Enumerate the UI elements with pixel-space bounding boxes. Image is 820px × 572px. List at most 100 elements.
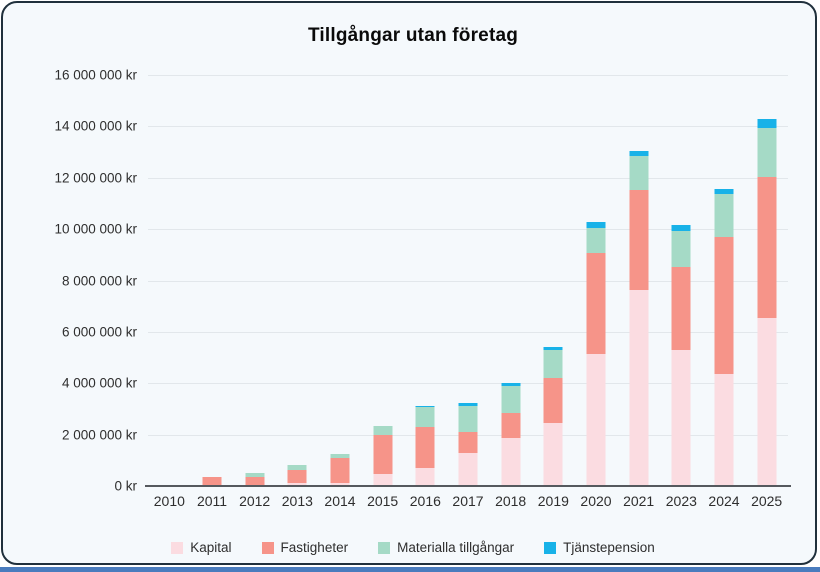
stacked-bar-2019[interactable] [543, 347, 563, 486]
bar-segment-materialla-tillg-ngar-2012[interactable] [245, 472, 265, 477]
bar-segment-kapital-2024[interactable] [714, 374, 734, 486]
bar-segment-kapital-2025[interactable] [757, 318, 777, 486]
y-tick-label: 8 000 000 kr [61, 273, 137, 288]
stacked-bar-2025[interactable] [757, 118, 777, 486]
legend-item-tj-nstepension[interactable]: Tjänstepension [544, 540, 655, 555]
bar-segment-materialla-tillg-ngar-2017[interactable] [458, 405, 478, 433]
x-tick-label-2023: 2023 [665, 493, 697, 509]
legend-item-kapital[interactable]: Kapital [171, 540, 232, 555]
y-tick-label: 4 000 000 kr [61, 375, 137, 391]
bar-segment-materialla-tillg-ngar-2024[interactable] [714, 194, 734, 238]
bar-segment-materialla-tillg-ngar-2021[interactable] [629, 156, 649, 190]
bar-segment-fastigheter-2019[interactable] [543, 378, 563, 423]
bar-segment-fastigheter-2014[interactable] [330, 458, 350, 483]
bar-segment-kapital-2020[interactable] [586, 353, 606, 486]
bar-segment-fastigheter-2013[interactable] [287, 470, 307, 483]
legend-label-kapital: Kapital [190, 540, 232, 555]
x-axis-labels: 2010 2011 2012 2013 2014 2015 2016 2017 2018 2019… [148, 493, 788, 513]
bar-slot-2014 [319, 75, 362, 486]
legend-item-fastigheter[interactable]: Fastigheter [261, 540, 349, 555]
bar-segment-tj-nstepension-2020[interactable] [586, 221, 606, 229]
stacked-bar-2017[interactable] [458, 403, 478, 486]
bar-segment-materialla-tillg-ngar-2019[interactable] [543, 350, 563, 379]
legend-swatch-kapital [171, 541, 184, 554]
bar-segment-fastigheter-2025[interactable] [757, 176, 777, 319]
bar-segment-tj-nstepension-2023[interactable] [671, 224, 691, 232]
bar-segment-tj-nstepension-2018[interactable] [501, 383, 521, 387]
bar-segment-fastigheter-2021[interactable] [629, 189, 649, 290]
bar-segment-fastigheter-2020[interactable] [586, 252, 606, 354]
bar-slot-2017 [447, 75, 490, 486]
bar-segment-kapital-2013[interactable] [287, 482, 307, 486]
stacked-bar-2024[interactable] [714, 188, 734, 486]
stacked-bar-2012[interactable] [245, 472, 265, 486]
bar-segment-materialla-tillg-ngar-2023[interactable] [671, 231, 691, 268]
bar-slot-2021 [617, 75, 660, 486]
gridline [148, 280, 788, 282]
bar-slot-2024 [703, 75, 746, 486]
stacked-bar-2011[interactable] [202, 476, 222, 486]
x-tick-label-2015: 2015 [367, 493, 399, 509]
bar-segment-fastigheter-2015[interactable] [373, 434, 393, 475]
bar-segment-kapital-2014[interactable] [330, 482, 350, 486]
stacked-bar-2018[interactable] [501, 383, 521, 486]
bar-segment-kapital-2015[interactable] [373, 474, 393, 486]
gridline [148, 75, 788, 76]
legend-swatch-tj-nstepension [544, 541, 557, 554]
bar-segment-materialla-tillg-ngar-2020[interactable] [586, 228, 606, 253]
bar-segment-fastigheter-2011[interactable] [202, 476, 222, 486]
x-tick-label-2014: 2014 [324, 493, 356, 509]
x-tick-label-2016: 2016 [409, 493, 441, 509]
x-tick-label-2012: 2012 [239, 493, 271, 509]
bar-slot-2016 [404, 75, 447, 486]
x-tick-label-2021: 2021 [623, 493, 655, 509]
bar-segment-tj-nstepension-2021[interactable] [629, 150, 649, 157]
stacked-bar-2013[interactable] [287, 465, 307, 486]
bar-segment-tj-nstepension-2016[interactable] [415, 406, 435, 408]
bar-segment-materialla-tillg-ngar-2018[interactable] [501, 386, 521, 414]
stacked-bar-2020[interactable] [586, 221, 606, 486]
bar-segment-tj-nstepension-2024[interactable] [714, 188, 734, 195]
bar-segment-fastigheter-2016[interactable] [415, 427, 435, 469]
bar-segment-fastigheter-2024[interactable] [714, 237, 734, 375]
bar-segment-kapital-2019[interactable] [543, 422, 563, 486]
bar-segment-tj-nstepension-2025[interactable] [757, 118, 777, 128]
x-tick-label-2017: 2017 [452, 493, 484, 509]
bar-segment-fastigheter-2012[interactable] [245, 476, 265, 486]
x-tick-label-2019: 2019 [537, 493, 569, 509]
bar-segment-kapital-2016[interactable] [415, 468, 435, 486]
legend-label-materialla-tillg-ngar: Materialla tillgångar [397, 540, 515, 555]
stacked-bar-2014[interactable] [330, 453, 350, 486]
legend-label-tj-nstepension: Tjänstepension [563, 540, 655, 555]
bar-segment-materialla-tillg-ngar-2014[interactable] [330, 453, 350, 459]
legend-item-materialla-tillg-ngar[interactable]: Materialla tillgångar [378, 540, 514, 555]
stacked-bar-2015[interactable] [373, 425, 393, 486]
stacked-bar-2021[interactable] [629, 150, 649, 486]
y-tick-label: 14 000 000 kr [54, 118, 137, 134]
bar-segment-kapital-2018[interactable] [501, 438, 521, 486]
bar-segment-materialla-tillg-ngar-2015[interactable] [373, 425, 393, 435]
bar-segment-fastigheter-2017[interactable] [458, 432, 478, 454]
bar-slot-2020 [575, 75, 618, 486]
stacked-bar-2016[interactable] [415, 406, 435, 486]
bar-segment-kapital-2023[interactable] [671, 349, 691, 486]
bar-segment-kapital-2021[interactable] [629, 289, 649, 486]
bar-slot-2025 [745, 75, 788, 486]
gridline [148, 126, 788, 128]
stacked-bar-2023[interactable] [671, 224, 691, 486]
legend-label-fastigheter: Fastigheter [280, 540, 349, 555]
gridline [148, 177, 788, 179]
bar-segment-kapital-2017[interactable] [458, 453, 478, 486]
bar-segment-tj-nstepension-2019[interactable] [543, 347, 563, 351]
bar-slot-2010 [148, 75, 191, 486]
x-tick-label-2025: 2025 [751, 493, 783, 509]
bar-segment-tj-nstepension-2017[interactable] [458, 403, 478, 406]
y-tick-label: 16 000 000 kr [54, 67, 137, 83]
bar-segment-fastigheter-2023[interactable] [671, 267, 691, 350]
bar-segment-materialla-tillg-ngar-2025[interactable] [757, 127, 777, 177]
bar-segment-materialla-tillg-ngar-2013[interactable] [287, 465, 307, 471]
bar-segment-fastigheter-2018[interactable] [501, 413, 521, 439]
x-tick-label-2020: 2020 [580, 493, 612, 509]
bar-segment-materialla-tillg-ngar-2016[interactable] [415, 407, 435, 428]
